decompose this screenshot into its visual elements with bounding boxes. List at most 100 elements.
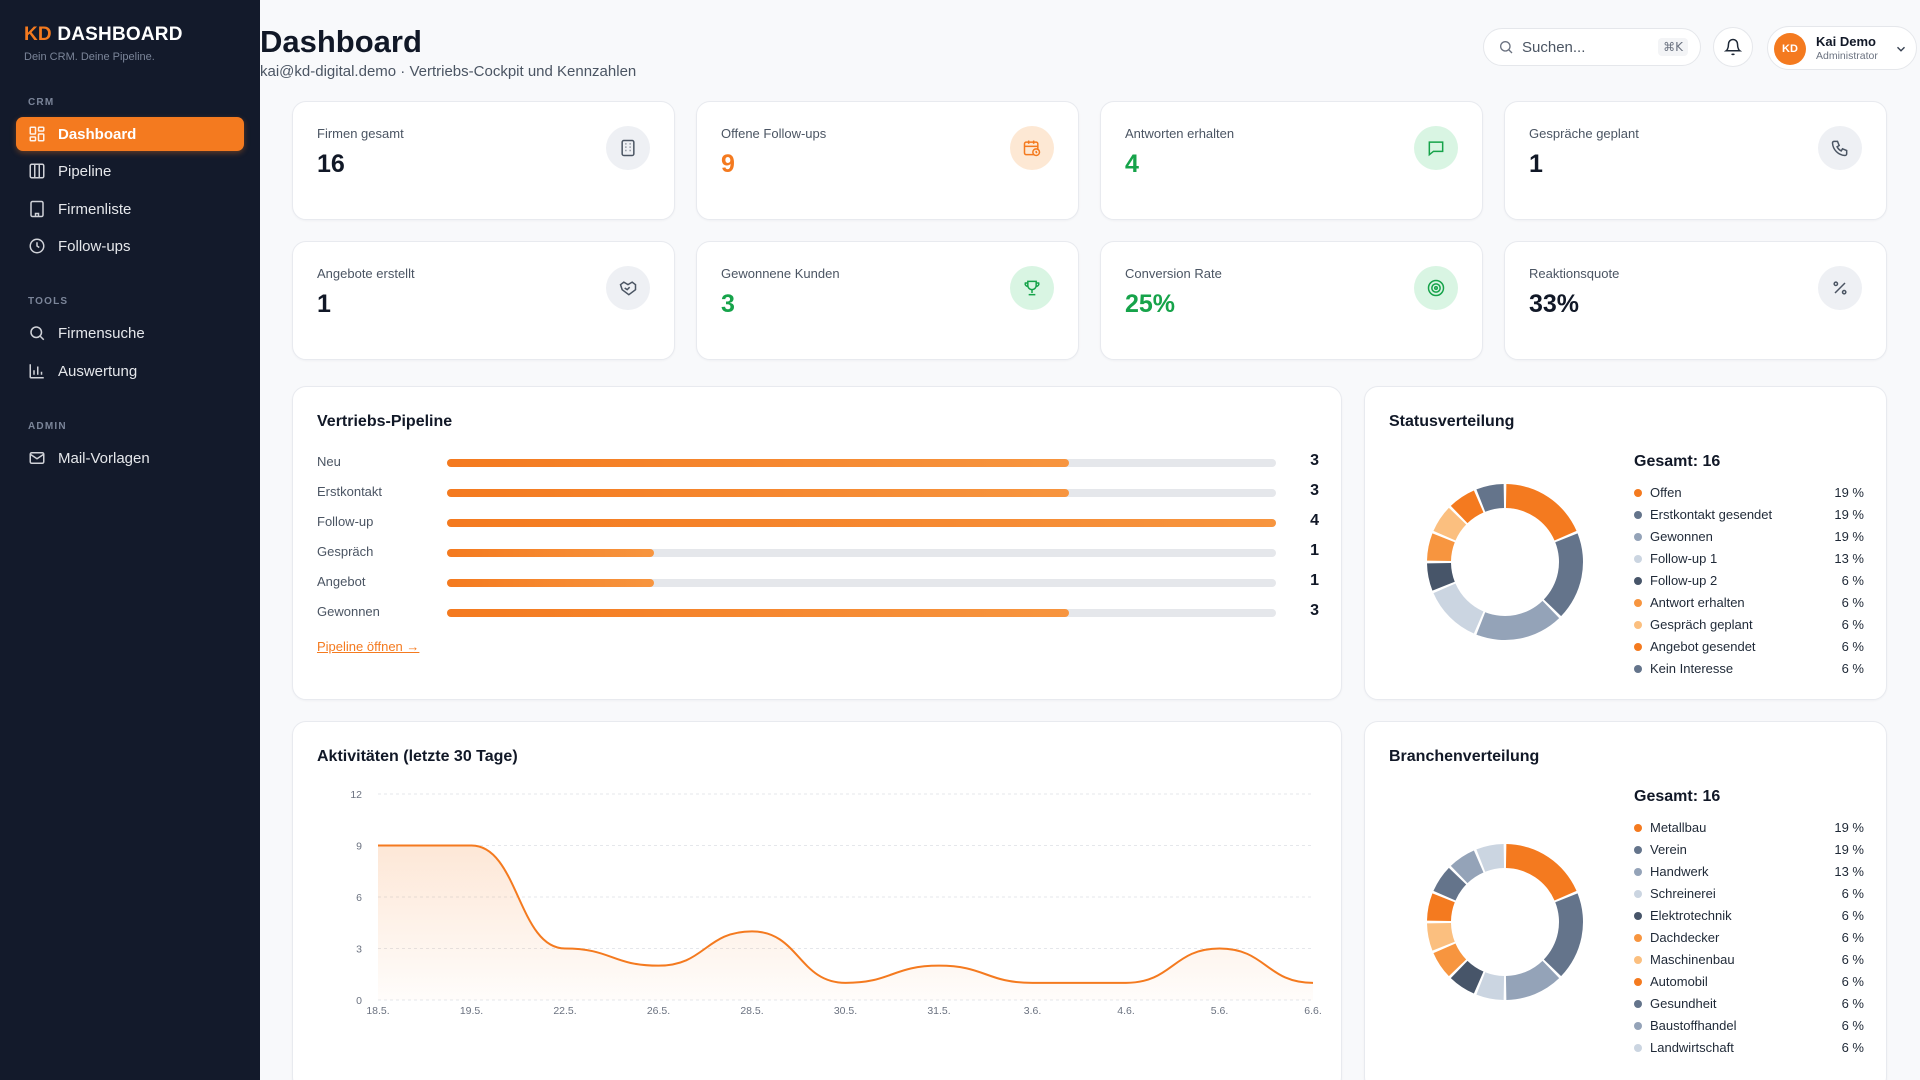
donut-segment[interactable]	[1450, 960, 1484, 994]
kpi-card-antworten-erhalten[interactable]: Antworten erhalten 4	[1100, 101, 1483, 220]
status-total: Gesamt: 16	[1634, 453, 1721, 470]
legend-label: Elektrotechnik	[1650, 908, 1732, 923]
page-subtitle: kai@kd-digital.demo · Vertriebs-Cockpit …	[260, 63, 637, 80]
sidebar-item-pipeline[interactable]: Pipeline	[16, 154, 244, 188]
kpi-card-reaktionsquote[interactable]: Reaktionsquote 33%	[1504, 241, 1887, 360]
legend-label: Dachdecker	[1650, 930, 1720, 945]
donut-segment[interactable]	[1543, 893, 1583, 977]
sidebar-item-firmensuche[interactable]: Firmensuche	[16, 316, 244, 350]
legend-item: Antwort erhalten 6 %	[1634, 592, 1864, 614]
kpi-value: 1	[317, 290, 331, 318]
sidebar-item-auswertung[interactable]: Auswertung	[16, 354, 244, 388]
legend-percent: 19 %	[1834, 507, 1864, 522]
donut-segment[interactable]	[1505, 960, 1560, 1000]
legend-item: Gesundheit 6 %	[1634, 993, 1864, 1015]
donut-segment[interactable]	[1505, 844, 1577, 901]
legend-percent: 6 %	[1841, 573, 1864, 588]
legend-item: Angebot gesendet 6 %	[1634, 636, 1864, 658]
legend-item: Maschinenbau 6 %	[1634, 949, 1864, 971]
y-tick-label: 12	[350, 789, 362, 801]
donut-segment[interactable]	[1433, 943, 1467, 977]
legend-label: Antwort erhalten	[1650, 595, 1745, 610]
x-tick-label: 22.5.	[553, 1005, 576, 1017]
donut-segment[interactable]	[1433, 507, 1467, 541]
legend-percent: 6 %	[1841, 930, 1864, 945]
handshake-icon	[606, 266, 650, 310]
bell-icon	[1724, 38, 1742, 56]
donut-segment[interactable]	[1433, 867, 1467, 901]
search-box[interactable]: ⌘K	[1483, 28, 1701, 66]
donut-segment[interactable]	[1476, 600, 1560, 640]
legend-item: Dachdecker 6 %	[1634, 927, 1864, 949]
kpi-label: Antworten erhalten	[1125, 126, 1235, 141]
donut-segment[interactable]	[1450, 490, 1484, 524]
pipeline-bar-track	[447, 459, 1276, 467]
avatar: KD	[1774, 33, 1806, 65]
legend-dot	[1634, 599, 1642, 607]
notifications-button[interactable]	[1713, 27, 1753, 67]
legend-label: Automobil	[1650, 974, 1708, 989]
legend-percent: 19 %	[1834, 842, 1864, 857]
legend-label: Metallbau	[1650, 820, 1707, 835]
donut-segment[interactable]	[1427, 562, 1455, 591]
search-input[interactable]	[1522, 38, 1642, 56]
kpi-card-gewonnene-kunden[interactable]: Gewonnene Kunden 3	[696, 241, 1079, 360]
sidebar-item-mail-vorlagen[interactable]: Mail-Vorlagen	[16, 441, 244, 475]
kpi-card-firmen-gesamt[interactable]: Firmen gesamt 16	[292, 101, 675, 220]
donut-segment[interactable]	[1476, 484, 1505, 512]
donut-segment[interactable]	[1543, 533, 1583, 617]
legend-dot	[1634, 978, 1642, 986]
kpi-card-angebote-erstellt[interactable]: Angebote erstellt 1	[292, 241, 675, 360]
donut-segment[interactable]	[1427, 893, 1455, 922]
open-pipeline-link[interactable]: Pipeline öffnen →	[317, 639, 420, 654]
x-tick-label: 26.5.	[647, 1005, 670, 1017]
search-icon	[28, 324, 46, 342]
kpi-card-offene-follow-ups[interactable]: Offene Follow-ups 9	[696, 101, 1079, 220]
grid-icon	[28, 125, 46, 143]
brand-logo[interactable]: KD DASHBOARD	[24, 24, 183, 45]
kpi-card-conversion-rate[interactable]: Conversion Rate 25%	[1100, 241, 1483, 360]
legend-label: Landwirtschaft	[1650, 1040, 1734, 1055]
x-tick-label: 5.6.	[1211, 1005, 1229, 1017]
legend-dot	[1634, 956, 1642, 964]
legend-dot	[1634, 846, 1642, 854]
kpi-value: 25%	[1125, 290, 1176, 318]
activity-line[interactable]	[378, 844, 1314, 984]
donut-segment[interactable]	[1433, 583, 1484, 634]
y-tick-label: 9	[356, 841, 362, 853]
sidebar-item-dashboard[interactable]: Dashboard	[16, 117, 244, 151]
pipeline-stage-value: 3	[1310, 452, 1319, 469]
section-label-crm: CRM	[28, 97, 55, 108]
donut-segment[interactable]	[1427, 533, 1455, 562]
kpi-card-gespraeche-geplant[interactable]: Gespräche geplant 1	[1504, 101, 1887, 220]
sidebar-item-follow-ups[interactable]: Follow-ups	[16, 229, 244, 263]
pipeline-stage-label: Gewonnen	[317, 604, 380, 619]
x-tick-label: 18.5.	[366, 1005, 389, 1017]
branch-donut-chart	[1427, 844, 1583, 1000]
legend-label: Baustoffhandel	[1650, 1018, 1737, 1033]
donut-segment[interactable]	[1476, 844, 1505, 872]
legend-percent: 6 %	[1841, 952, 1864, 967]
donut-segment[interactable]	[1427, 922, 1455, 951]
legend-dot	[1634, 511, 1642, 519]
donut-segment[interactable]	[1505, 484, 1577, 541]
building-icon	[606, 126, 650, 170]
kpi-value: 3	[721, 290, 735, 318]
legend-item: Kein Interesse 6 %	[1634, 658, 1864, 680]
x-tick-label: 6.6.	[1304, 1005, 1322, 1017]
legend-percent: 19 %	[1834, 485, 1864, 500]
donut-segment[interactable]	[1450, 850, 1484, 884]
legend-percent: 13 %	[1834, 864, 1864, 879]
legend-label: Offen	[1650, 485, 1682, 500]
sidebar-item-firmenliste[interactable]: Firmenliste	[16, 192, 244, 226]
pipeline-stage-label: Neu	[317, 454, 341, 469]
legend-dot	[1634, 1022, 1642, 1030]
sidebar: KD DASHBOARD Dein CRM. Deine Pipeline. C…	[0, 0, 260, 1080]
legend-item: Offen 19 %	[1634, 482, 1864, 504]
user-role: Administrator	[1816, 50, 1878, 62]
pipeline-title: Vertriebs-Pipeline	[317, 413, 453, 430]
legend-item: Gespräch geplant 6 %	[1634, 614, 1864, 636]
activity-line-chart: 0 3 6 9 12 18.5. 19.5. 22.5. 26.5. 28.5. 30.5. 31.5…	[350, 789, 1322, 1017]
user-menu[interactable]: KD Kai Demo Administrator	[1767, 26, 1917, 70]
donut-segment[interactable]	[1476, 972, 1505, 1000]
